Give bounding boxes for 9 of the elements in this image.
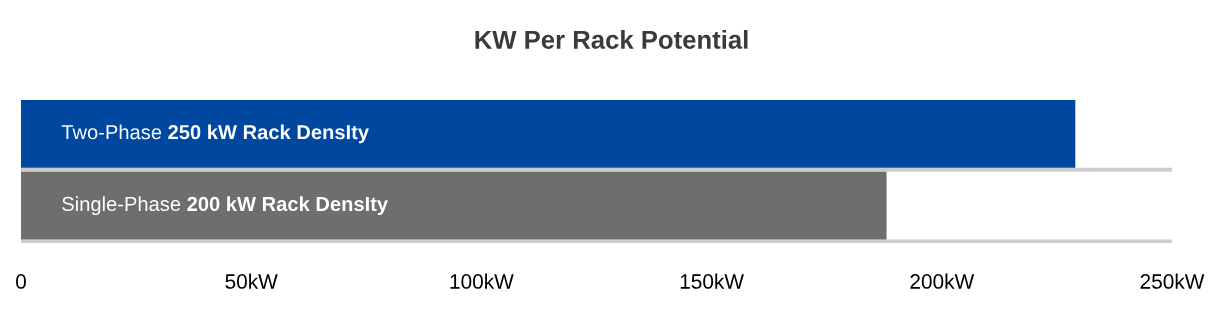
x-tick-label: 200kW [910, 273, 975, 289]
x-tick-label: 250kW [1140, 273, 1205, 289]
x-tick-label: 50kW [225, 273, 278, 289]
y-tick-label: Two-Phase 250 kW Rack DensIty [61, 124, 369, 144]
x-tick-label: 100kW [450, 273, 514, 289]
chart-title: KW Per Rack Potential [475, 30, 748, 49]
x-tick-label: 0 [16, 274, 26, 289]
y-tick-label: Single-Phase 200 kW Rack DensIty [62, 196, 388, 216]
x-tick-label: 150kW [680, 273, 744, 289]
